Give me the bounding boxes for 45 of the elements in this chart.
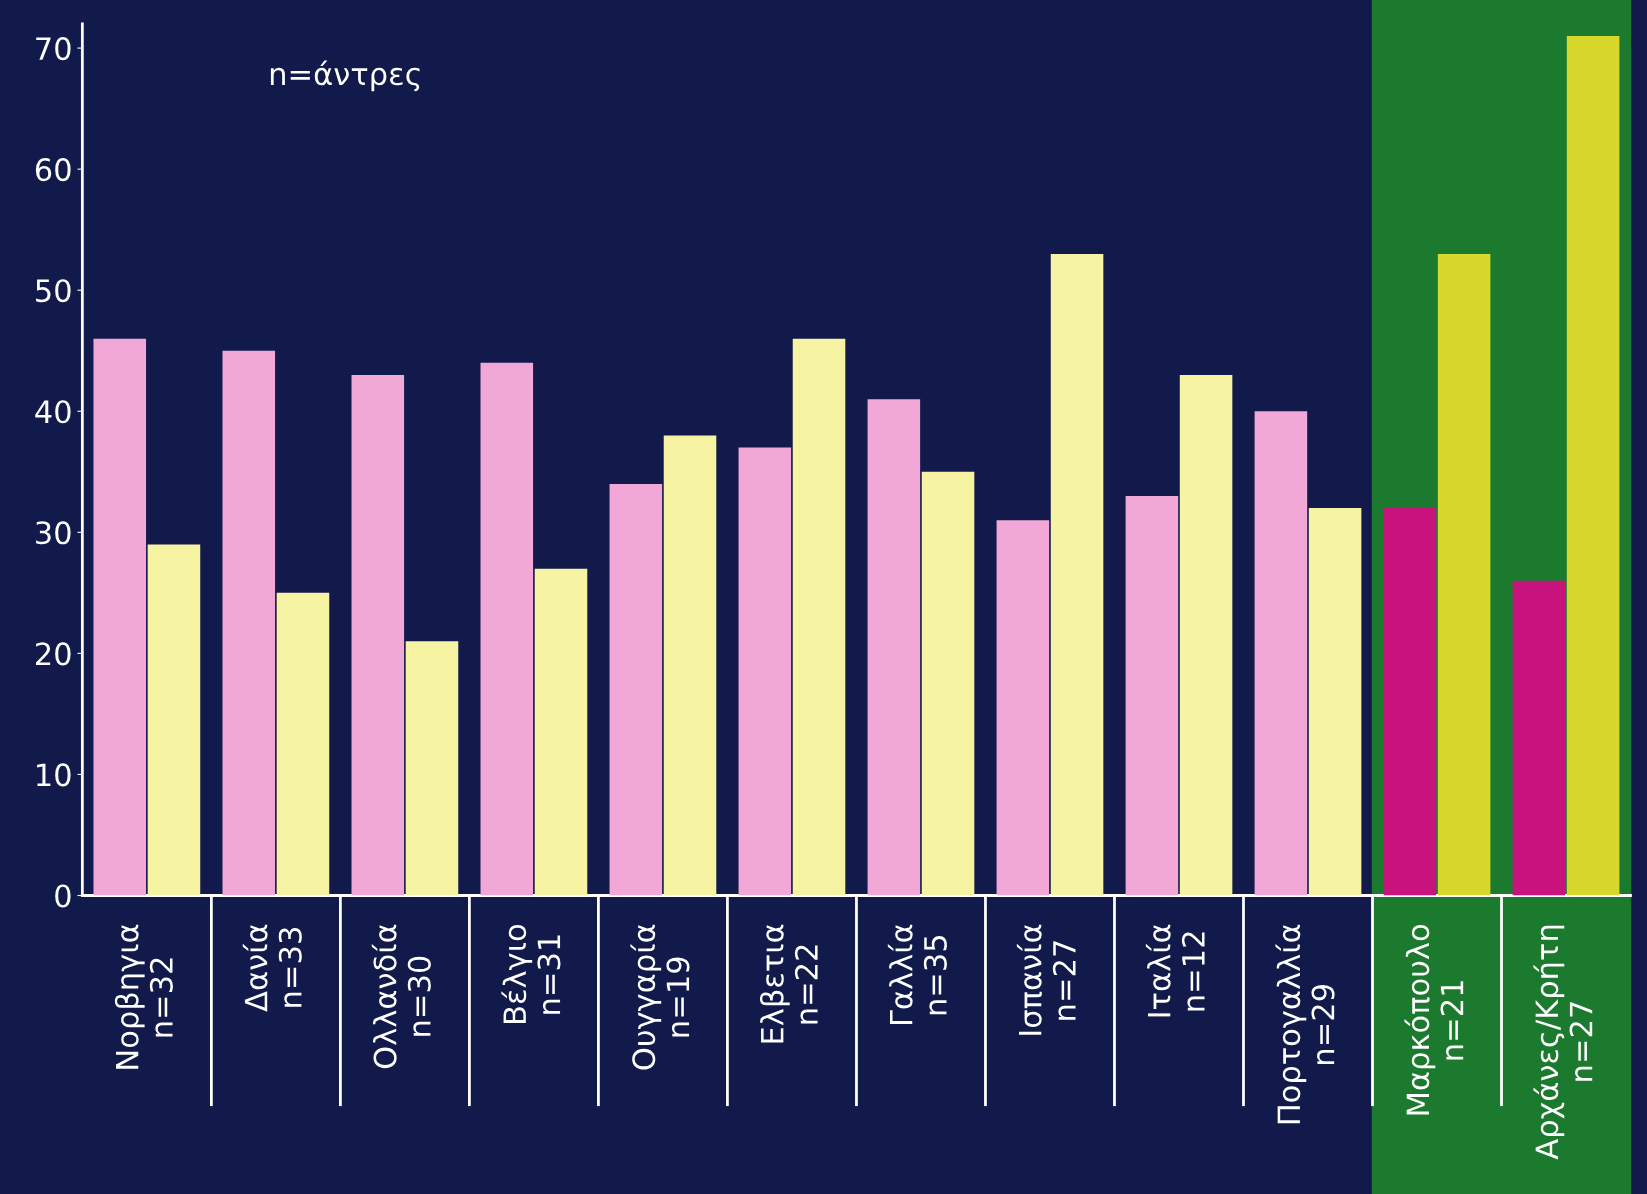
- bar: [1308, 508, 1362, 896]
- y-tick-label: 40: [35, 400, 71, 424]
- bar: [867, 399, 921, 896]
- bar: [351, 374, 405, 896]
- bar: [1050, 253, 1104, 896]
- x-tick-label: Ουγγαρία n=19: [630, 924, 690, 1070]
- x-tick-label: Πορτογαλλία n=29: [1275, 924, 1335, 1124]
- y-tick-label: 70: [36, 37, 71, 61]
- bar: [1179, 374, 1233, 896]
- bar: [663, 435, 717, 896]
- bar: [609, 483, 663, 896]
- bar: [1125, 496, 1179, 896]
- x-tick-label: Βέλγιο n=31: [501, 924, 561, 1023]
- y-tick-label: 20: [35, 642, 71, 666]
- x-tick-label: Μαρκόπουλο n=21: [1404, 924, 1464, 1115]
- x-tick-label: Ιταλία n=12: [1145, 924, 1205, 1017]
- x-tick-label: Γαλλία n=35: [887, 924, 947, 1025]
- bar: [222, 350, 276, 896]
- x-tick-label: Νορβηγια n=32: [114, 924, 173, 1069]
- annotation: n=άντρες: [270, 60, 420, 92]
- bar: [534, 568, 588, 896]
- bar: [147, 544, 201, 896]
- y-tick-label: 50: [36, 279, 71, 303]
- bar: [1437, 253, 1491, 896]
- bar: [405, 641, 459, 896]
- y-tick-label: 10: [37, 763, 71, 787]
- x-tick-label: Αρχάνες/Κρήτη n=27: [1533, 925, 1593, 1160]
- x-tick-label: Δανία n=33: [242, 924, 302, 1012]
- bar: [1566, 35, 1620, 896]
- y-tick-label: 60: [35, 158, 71, 182]
- bar: [996, 520, 1050, 896]
- bar: [93, 338, 147, 896]
- x-tick-label: Ελβετια n=22: [759, 924, 818, 1043]
- y-tick-label: 0: [55, 884, 71, 908]
- x-tick-label: Ισπανία n=27: [1016, 924, 1076, 1035]
- x-tick-label: Ολλανδία n=30: [371, 924, 431, 1069]
- bar: [480, 362, 534, 896]
- bar: [1383, 508, 1437, 896]
- bar: [738, 447, 792, 896]
- bar: [921, 471, 975, 896]
- bar: [792, 338, 846, 896]
- y-tick-label: 30: [36, 521, 71, 545]
- bar: [1512, 580, 1566, 896]
- bar: [1254, 411, 1308, 896]
- bar: [276, 592, 330, 896]
